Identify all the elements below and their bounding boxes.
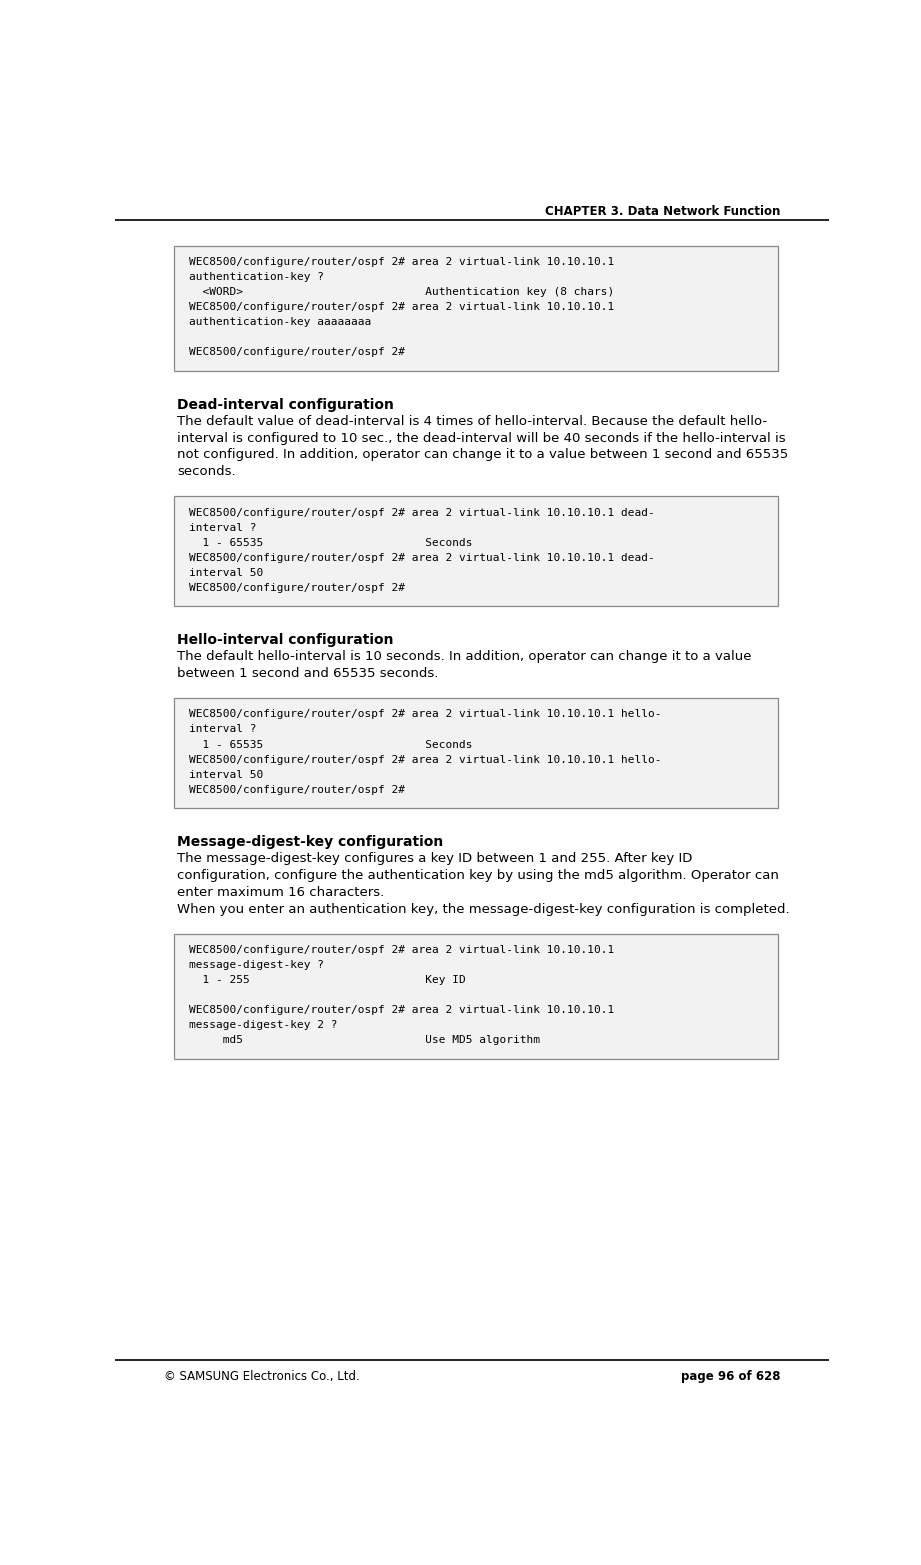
Text: <WORD>                           Authentication key (8 chars): <WORD> Authentication key (8 chars) [189,286,614,297]
Text: not configured. In addition, operator can change it to a value between 1 second : not configured. In addition, operator ca… [177,449,788,462]
Text: Dead-interval configuration: Dead-interval configuration [177,398,394,412]
Text: md5                           Use MD5 algorithm: md5 Use MD5 algorithm [189,1034,540,1045]
Text: When you enter an authentication key, the message-digest-key configuration is co: When you enter an authentication key, th… [177,903,789,916]
Text: interval ?: interval ? [189,725,256,734]
Text: WEC8500/configure/router/ospf 2# area 2 virtual-link 10.10.10.1: WEC8500/configure/router/ospf 2# area 2 … [189,945,614,955]
Text: WEC8500/configure/router/ospf 2# area 2 virtual-link 10.10.10.1 dead-: WEC8500/configure/router/ospf 2# area 2 … [189,552,655,563]
Text: WEC8500/configure/router/ospf 2#: WEC8500/configure/router/ospf 2# [189,582,404,593]
Text: message-digest-key 2 ?: message-digest-key 2 ? [189,1020,337,1030]
Text: © SAMSUNG Electronics Co., Ltd.: © SAMSUNG Electronics Co., Ltd. [164,1369,360,1383]
Text: The default value of dead-interval is 4 times of hello-interval. Because the def: The default value of dead-interval is 4 … [177,415,767,427]
Text: WEC8500/configure/router/ospf 2# area 2 virtual-link 10.10.10.1: WEC8500/configure/router/ospf 2# area 2 … [189,302,614,311]
Text: configuration, configure the authentication key by using the md5 algorithm. Oper: configuration, configure the authenticat… [177,869,779,881]
Text: interval ?: interval ? [189,523,256,532]
Text: interval is configured to 10 sec., the dead-interval will be 40 seconds if the h: interval is configured to 10 sec., the d… [177,432,786,444]
Text: Hello-interval configuration: Hello-interval configuration [177,634,393,648]
FancyBboxPatch shape [174,698,777,808]
Text: 1 - 255                          Key ID: 1 - 255 Key ID [189,975,465,984]
Text: message-digest-key ?: message-digest-key ? [189,959,324,970]
Text: The message-digest-key configures a key ID between 1 and 255. After key ID: The message-digest-key configures a key … [177,851,693,865]
Text: WEC8500/configure/router/ospf 2# area 2 virtual-link 10.10.10.1: WEC8500/configure/router/ospf 2# area 2 … [189,257,614,268]
Text: authentication-key aaaaaaaa: authentication-key aaaaaaaa [189,318,371,327]
FancyBboxPatch shape [174,934,777,1058]
Text: seconds.: seconds. [177,465,236,479]
Text: WEC8500/configure/router/ospf 2# area 2 virtual-link 10.10.10.1 hello-: WEC8500/configure/router/ospf 2# area 2 … [189,709,661,720]
FancyBboxPatch shape [174,496,777,606]
Text: Message-digest-key configuration: Message-digest-key configuration [177,836,443,848]
Text: WEC8500/configure/router/ospf 2#: WEC8500/configure/router/ospf 2# [189,347,404,357]
Text: WEC8500/configure/router/ospf 2#: WEC8500/configure/router/ospf 2# [189,784,404,795]
Text: WEC8500/configure/router/ospf 2# area 2 virtual-link 10.10.10.1: WEC8500/configure/router/ospf 2# area 2 … [189,1005,614,1016]
Text: WEC8500/configure/router/ospf 2# area 2 virtual-link 10.10.10.1 hello-: WEC8500/configure/router/ospf 2# area 2 … [189,754,661,765]
Text: CHAPTER 3. Data Network Function: CHAPTER 3. Data Network Function [544,205,780,218]
Text: page 96 of 628: page 96 of 628 [681,1369,780,1383]
Text: 1 - 65535                        Seconds: 1 - 65535 Seconds [189,538,472,548]
Text: 1 - 65535                        Seconds: 1 - 65535 Seconds [189,740,472,750]
Text: authentication-key ?: authentication-key ? [189,272,324,282]
Text: WEC8500/configure/router/ospf 2# area 2 virtual-link 10.10.10.1 dead-: WEC8500/configure/router/ospf 2# area 2 … [189,507,655,518]
FancyBboxPatch shape [174,246,777,371]
Text: enter maximum 16 characters.: enter maximum 16 characters. [177,886,384,898]
Text: interval 50: interval 50 [189,770,263,779]
Text: interval 50: interval 50 [189,568,263,577]
Text: The default hello-interval is 10 seconds. In addition, operator can change it to: The default hello-interval is 10 seconds… [177,649,752,664]
Text: between 1 second and 65535 seconds.: between 1 second and 65535 seconds. [177,667,438,681]
